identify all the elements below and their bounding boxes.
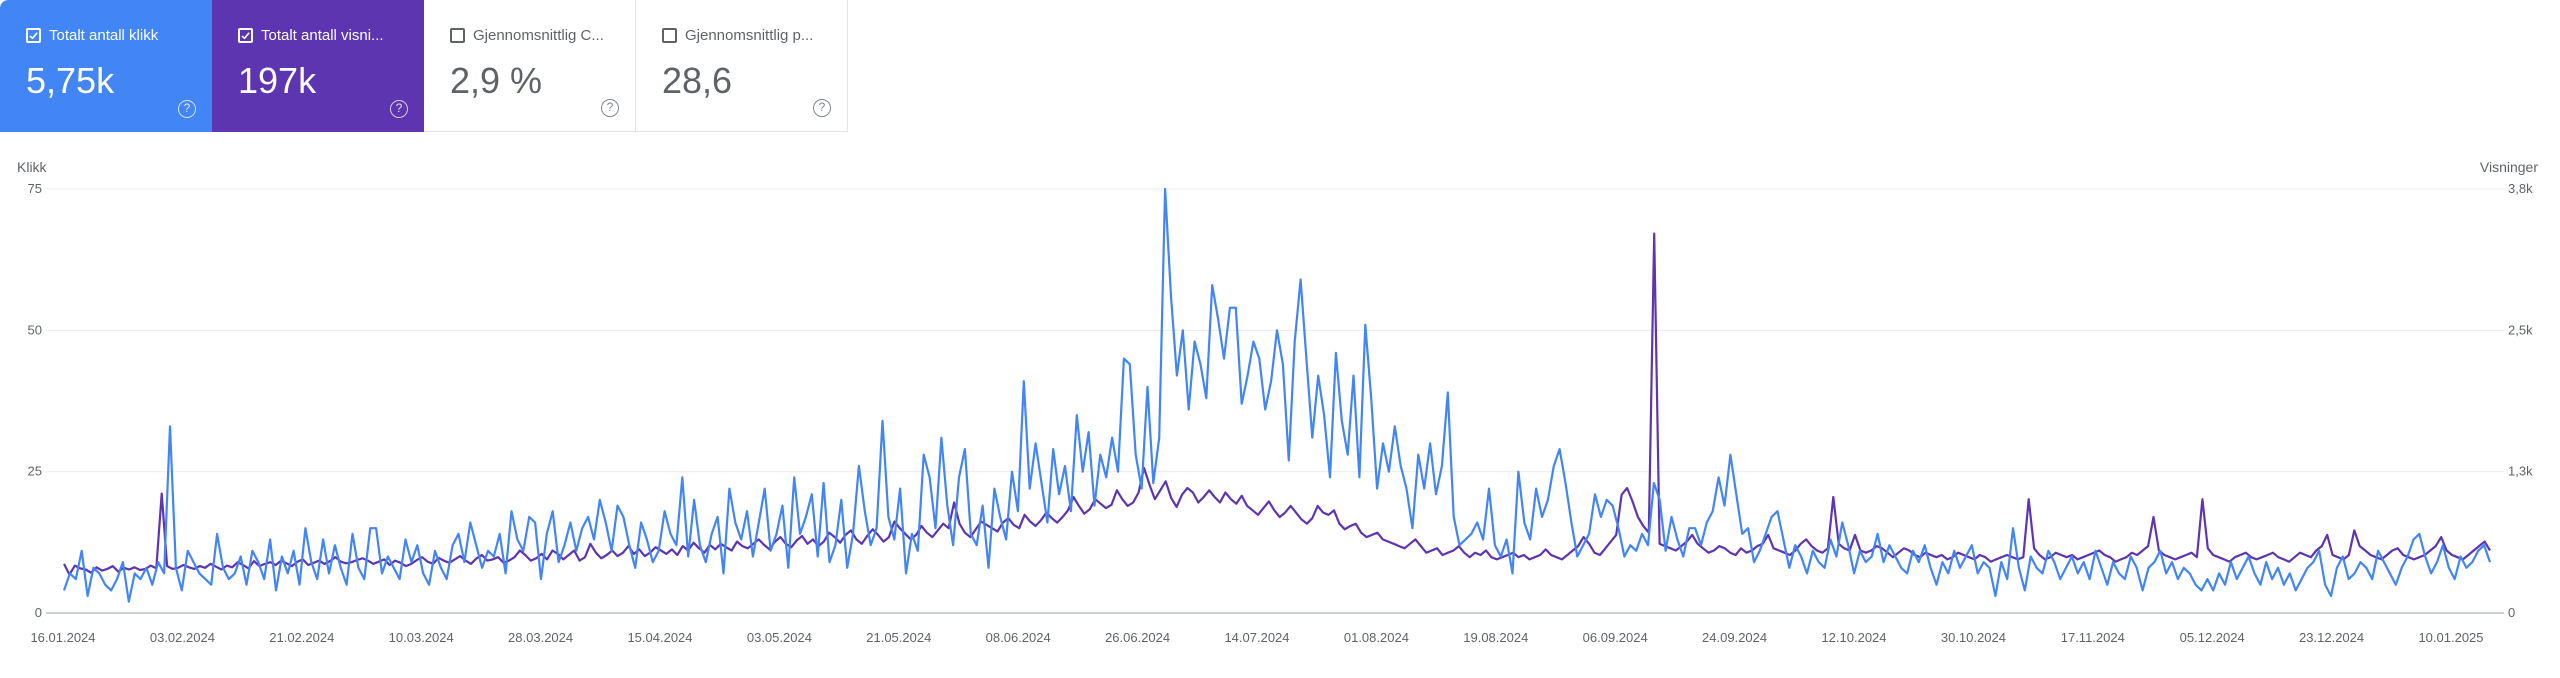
checkbox-unchecked-icon[interactable] bbox=[450, 28, 465, 43]
x-tick-label: 12.10.2024 bbox=[1821, 630, 1886, 645]
x-tick-label: 16.01.2024 bbox=[30, 630, 95, 645]
metric-card-value: 2,9 % bbox=[450, 60, 543, 101]
metric-card-label: Totalt antall klikk bbox=[49, 27, 159, 44]
x-tick-label: 26.06.2024 bbox=[1105, 630, 1170, 645]
x-tick-label: 03.02.2024 bbox=[150, 630, 215, 645]
right-tick-label: 0 bbox=[2508, 605, 2515, 620]
metric-cards: Totalt antall klikk 5,75k ? Totalt antal… bbox=[0, 0, 848, 132]
right-tick-label: 1,3k bbox=[2508, 464, 2533, 479]
x-tick-label: 24.09.2024 bbox=[1702, 630, 1767, 645]
x-tick-label: 23.12.2024 bbox=[2299, 630, 2364, 645]
metric-card-value: 5,75k bbox=[26, 60, 115, 101]
chart-lines bbox=[62, 187, 2492, 603]
right-axis-title: Visninger bbox=[2479, 159, 2538, 175]
help-icon[interactable]: ? bbox=[813, 99, 831, 117]
metric-card-label: Gjennomsnittlig C... bbox=[473, 27, 604, 44]
x-tick-label: 05.12.2024 bbox=[2180, 630, 2245, 645]
x-tick-label: 17.11.2024 bbox=[2061, 630, 2125, 645]
x-tick-label: 19.08.2024 bbox=[1463, 630, 1528, 645]
x-tick-label: 03.05.2024 bbox=[747, 630, 812, 645]
series-line bbox=[63, 232, 2491, 576]
metric-card-header: Gjennomsnittlig p... bbox=[662, 27, 813, 44]
x-tick-label: 28.03.2024 bbox=[508, 630, 573, 645]
metric-card-header: Totalt antall visni... bbox=[238, 27, 384, 44]
right-axis-ticks: 0 1,3k 2,5k 3,8k bbox=[2508, 181, 2533, 620]
metric-card-header: Gjennomsnittlig C... bbox=[450, 27, 604, 44]
x-tick-label: 08.06.2024 bbox=[986, 630, 1051, 645]
x-tick-label: 21.05.2024 bbox=[866, 630, 931, 645]
metric-card-value: 197k bbox=[238, 60, 317, 101]
right-tick-label: 3,8k bbox=[2508, 181, 2533, 196]
left-axis-ticks: 0 25 50 75 bbox=[28, 181, 42, 620]
metric-card-value: 28,6 bbox=[662, 60, 733, 101]
x-tick-label: 15.04.2024 bbox=[627, 630, 692, 645]
left-tick-label: 75 bbox=[28, 181, 42, 196]
metric-card-label: Gjennomsnittlig p... bbox=[685, 27, 814, 44]
help-icon[interactable]: ? bbox=[390, 100, 408, 118]
x-tick-label: 06.09.2024 bbox=[1583, 630, 1648, 645]
help-icon[interactable]: ? bbox=[178, 100, 196, 118]
metric-card-average-position[interactable]: Gjennomsnittlig p... 28,6 ? bbox=[636, 0, 848, 132]
x-tick-label: 30.10.2024 bbox=[1941, 630, 2006, 645]
metric-card-total-clicks[interactable]: Totalt antall klikk 5,75k ? bbox=[0, 0, 212, 132]
x-tick-label: 10.03.2024 bbox=[389, 630, 454, 645]
x-tick-label: 14.07.2024 bbox=[1224, 630, 1289, 645]
left-axis-title: Klikk bbox=[17, 159, 47, 175]
series-line bbox=[62, 187, 2492, 603]
x-tick-label: 21.02.2024 bbox=[269, 630, 334, 645]
metric-card-header: Totalt antall klikk bbox=[26, 27, 158, 44]
right-tick-label: 2,5k bbox=[2508, 322, 2533, 337]
metric-card-average-ctr[interactable]: Gjennomsnittlig C... 2,9 % ? bbox=[424, 0, 636, 132]
help-icon[interactable]: ? bbox=[601, 99, 619, 117]
chart-gridlines bbox=[46, 188, 2504, 614]
checkbox-unchecked-icon[interactable] bbox=[662, 28, 677, 43]
x-tick-label: 10.01.2025 bbox=[2418, 630, 2483, 645]
metric-card-label: Totalt antall visni... bbox=[261, 27, 384, 44]
metric-card-total-impressions[interactable]: Totalt antall visni... 197k ? bbox=[212, 0, 424, 132]
x-axis-ticks: 16.01.2024 03.02.2024 21.02.2024 10.03.2024… bbox=[30, 630, 2483, 645]
left-tick-label: 0 bbox=[35, 605, 42, 620]
x-tick-label: 01.08.2024 bbox=[1344, 630, 1409, 645]
left-tick-label: 50 bbox=[28, 322, 42, 337]
checkbox-checked-icon[interactable] bbox=[26, 28, 41, 43]
left-tick-label: 25 bbox=[28, 464, 42, 479]
checkbox-checked-icon[interactable] bbox=[238, 28, 253, 43]
